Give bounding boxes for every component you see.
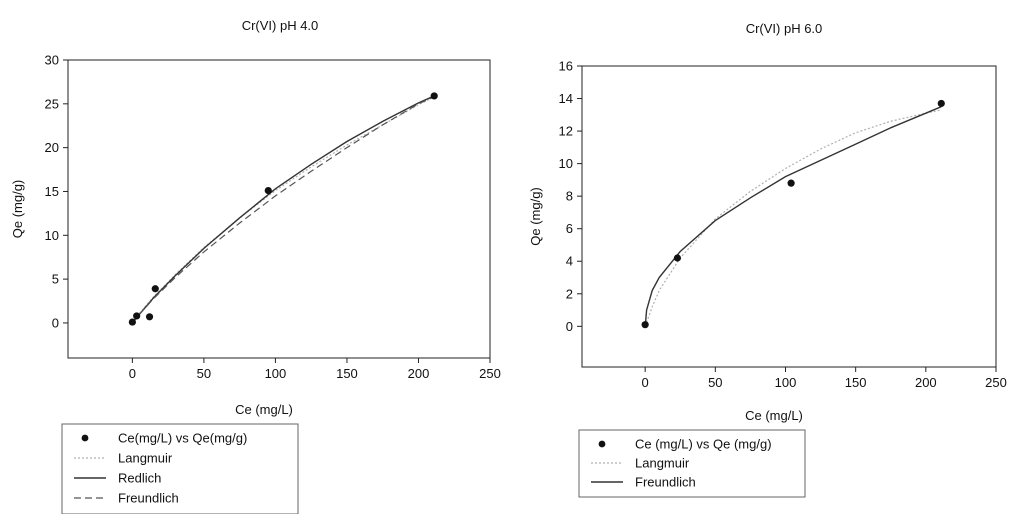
data-point [151,285,159,293]
x-tick-label: 150 [845,375,867,390]
legend-box [61,423,299,514]
y-tick-label: 16 [559,59,573,74]
x-tick-label: 50 [197,366,211,381]
y-tick-label: 15 [45,184,59,199]
x-tick-label: 0 [129,366,136,381]
y-tick-label: 20 [45,140,59,155]
y-tick-label: 25 [45,96,59,111]
y-tick-label: 14 [559,91,573,106]
data-point [430,92,438,100]
x-tick-label: 250 [479,366,501,381]
y-tick-label: 2 [566,286,573,301]
data-point [937,99,945,108]
y-tick-label: 8 [566,189,573,204]
y-tick-label: 10 [559,156,573,171]
legend-label: Freundlich [118,491,179,506]
x-tick-label: 200 [408,366,430,381]
series-freundlich-line [131,96,435,324]
x-axis-label: Ce (mg/L) [235,402,293,417]
y-tick-label: 6 [566,221,573,236]
chart-title: Cr(VI) pH 4.0 [242,18,319,33]
legend-label: Ce(mg/L) vs Qe(mg/g) [118,431,247,446]
data-point [641,321,649,329]
y-tick-label: 5 [52,272,59,287]
series-redlich-line [131,95,435,324]
y-axis-label: Qe (mg/g) [528,187,543,246]
x-tick-label: 0 [642,375,649,390]
legend-marker [81,434,89,442]
plot-frame [67,59,491,359]
data-point [673,254,682,262]
legend-label: Langmuir [635,456,690,471]
x-tick-label: 200 [915,375,937,390]
x-tick-label: 250 [985,375,1007,390]
y-tick-label: 30 [45,53,59,68]
y-tick-label: 4 [566,254,573,269]
legend-label: Ce (mg/L) vs Qe (mg/g) [635,437,772,452]
x-tick-label: 150 [336,366,358,381]
legend-marker [598,440,606,448]
chart-title: Cr(VI) pH 6.0 [746,21,823,36]
data-point [133,312,141,320]
plot-frame [581,65,997,368]
y-tick-label: 12 [559,124,573,139]
series-freundlich-line [644,106,942,327]
y-tick-label: 0 [52,315,59,330]
x-tick-label: 100 [775,375,797,390]
data-point [264,186,272,195]
legend-label: Redlich [118,471,161,486]
series-langmuir-line [131,96,435,324]
y-tick-label: 10 [45,228,59,243]
legend-label: Langmuir [118,451,173,466]
chart-0: Cr(VI) pH 4.0 0 50 100 150 200 250 0 5 10 15 20 25 30… [10,18,501,514]
y-tick-label: 0 [566,319,573,334]
data-point [145,313,154,321]
x-tick-label: 100 [265,366,287,381]
x-tick-label: 50 [708,375,722,390]
chart-1: Cr(VI) pH 6.0 0 50 100 150 200 250 0 2 4 6 8 10 12 14 1… [528,21,1007,498]
data-point [128,318,136,326]
legend-label: Freundlich [635,475,696,490]
series-langmuir-line [644,109,942,327]
x-axis-label: Ce (mg/L) [745,408,803,423]
data-point [787,179,795,187]
y-axis-label: Qe (mg/g) [10,180,25,239]
